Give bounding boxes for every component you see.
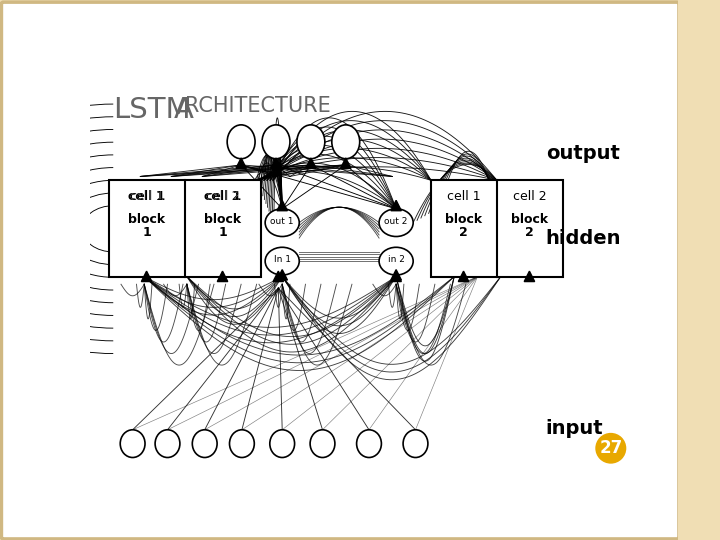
- Text: 2: 2: [459, 226, 468, 240]
- Ellipse shape: [379, 209, 413, 237]
- Text: block: block: [511, 213, 548, 226]
- Text: RCHITECTURE: RCHITECTURE: [184, 96, 330, 117]
- Text: cell 2: cell 2: [206, 190, 239, 202]
- Text: 2: 2: [525, 226, 534, 240]
- Ellipse shape: [265, 209, 300, 237]
- Polygon shape: [524, 271, 535, 281]
- Polygon shape: [277, 269, 287, 280]
- Ellipse shape: [192, 430, 217, 457]
- Text: LSTM: LSTM: [113, 96, 191, 124]
- Ellipse shape: [356, 430, 382, 457]
- Polygon shape: [391, 271, 401, 281]
- Text: block: block: [128, 213, 165, 226]
- Text: cell 1: cell 1: [128, 190, 165, 202]
- Polygon shape: [271, 158, 282, 168]
- Ellipse shape: [230, 430, 254, 457]
- Text: in 2: in 2: [387, 255, 405, 264]
- Ellipse shape: [228, 125, 255, 159]
- Ellipse shape: [262, 125, 290, 159]
- Polygon shape: [236, 158, 246, 168]
- Polygon shape: [277, 200, 287, 211]
- Text: 1: 1: [218, 226, 227, 240]
- Text: cell 1: cell 1: [130, 190, 163, 202]
- Text: block: block: [204, 213, 241, 226]
- Ellipse shape: [310, 430, 335, 457]
- Polygon shape: [217, 271, 228, 281]
- Text: cell 1: cell 1: [204, 190, 241, 202]
- Text: out 2: out 2: [384, 217, 408, 226]
- Text: cell 2: cell 2: [513, 190, 546, 202]
- Polygon shape: [391, 200, 401, 211]
- Polygon shape: [306, 158, 316, 168]
- Polygon shape: [341, 158, 351, 168]
- Ellipse shape: [403, 430, 428, 457]
- Circle shape: [595, 433, 626, 464]
- Ellipse shape: [120, 430, 145, 457]
- FancyBboxPatch shape: [109, 180, 261, 276]
- Text: cell 1: cell 1: [446, 190, 480, 202]
- Polygon shape: [273, 271, 284, 281]
- Text: cell 1: cell 1: [130, 190, 163, 202]
- Text: 27: 27: [599, 439, 622, 457]
- Text: 1: 1: [142, 226, 151, 240]
- Ellipse shape: [379, 247, 413, 275]
- Polygon shape: [141, 271, 152, 281]
- Text: A: A: [174, 96, 194, 124]
- Text: In 1: In 1: [274, 255, 291, 264]
- FancyBboxPatch shape: [431, 180, 563, 276]
- Ellipse shape: [265, 247, 300, 275]
- Text: out 1: out 1: [271, 217, 294, 226]
- Text: block: block: [445, 213, 482, 226]
- Polygon shape: [391, 269, 401, 280]
- Text: input: input: [546, 418, 603, 438]
- Ellipse shape: [332, 125, 360, 159]
- Ellipse shape: [155, 430, 180, 457]
- Ellipse shape: [297, 125, 325, 159]
- Ellipse shape: [270, 430, 294, 457]
- Text: cell 2: cell 2: [206, 190, 239, 202]
- Text: output: output: [546, 144, 620, 163]
- Polygon shape: [459, 271, 469, 281]
- Text: hidden: hidden: [546, 228, 621, 247]
